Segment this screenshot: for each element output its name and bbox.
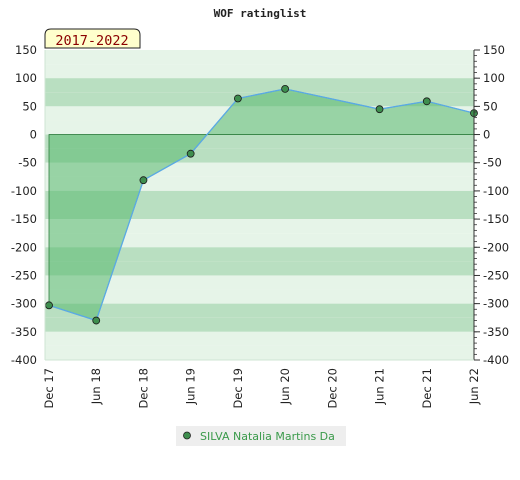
y-tick-label-right: -100: [483, 184, 509, 198]
band: [45, 345, 474, 360]
y-tick-label-right: -150: [483, 212, 509, 226]
y-tick-label-left: -300: [11, 297, 37, 311]
axes: 150 150 100 100 50 50 0 0 -50 -50 -100 -100 -150 -150…: [11, 43, 509, 409]
data-point: [92, 316, 101, 325]
x-tick-label: Dec 18: [136, 368, 150, 409]
x-tick-label: Jun 22: [467, 368, 481, 405]
band: [45, 219, 474, 234]
y-tick-label-left: 150: [15, 43, 37, 57]
band: [45, 233, 474, 248]
band: [45, 331, 474, 346]
x-tick-label: Jun 18: [89, 368, 103, 405]
band: [45, 205, 474, 220]
legend-label: SILVA Natalia Martins Da: [200, 430, 335, 443]
y-tick-label-right: -50: [483, 156, 502, 170]
y-tick-label-left: 0: [30, 128, 37, 142]
y-tick-label-right: 150: [483, 43, 505, 57]
y-tick-label-left: -200: [11, 240, 37, 254]
y-tick-label-right: 100: [483, 71, 505, 85]
band: [45, 50, 474, 65]
x-tick-label: Dec 17: [42, 368, 56, 409]
x-tick-label: Dec 19: [231, 368, 245, 409]
y-tick-label-right: 50: [483, 99, 498, 113]
legend-marker: [183, 431, 191, 440]
period-badge: 2017-2022: [44, 28, 141, 49]
y-tick-label-right: -400: [483, 353, 509, 367]
x-tick-label: Dec 20: [325, 368, 339, 409]
y-tick-label-left: -50: [18, 156, 37, 170]
x-tick-label: Jun 20: [278, 368, 292, 405]
data-point: [422, 97, 431, 106]
y-tick-label-left: -250: [11, 268, 37, 282]
band: [45, 303, 474, 318]
y-tick-label-left: -100: [11, 184, 37, 198]
band: [45, 176, 474, 191]
y-tick-label-right: -200: [483, 240, 509, 254]
data-point: [45, 301, 53, 310]
y-tick-label-right: 0: [483, 128, 490, 142]
band: [45, 289, 474, 304]
chart-title: WOF ratinglist: [214, 7, 307, 20]
y-tick-label-left: -400: [11, 353, 37, 367]
y-tick-label-left: -350: [11, 325, 37, 339]
legend: SILVA Natalia Martins Da: [176, 426, 346, 446]
data-point: [233, 94, 242, 103]
band: [45, 275, 474, 290]
data-point: [281, 84, 290, 93]
data-point: [375, 105, 384, 114]
period-badge-label: 2017-2022: [55, 33, 128, 49]
y-tick-label-right: -350: [483, 325, 509, 339]
y-tick-label-left: 50: [22, 99, 37, 113]
data-point: [186, 149, 195, 158]
y-tick-label-left: 100: [15, 71, 37, 85]
y-tick-label-left: -150: [11, 212, 37, 226]
y-tick-label-right: -250: [483, 268, 509, 282]
band: [45, 78, 474, 93]
band: [45, 64, 474, 79]
band: [45, 190, 474, 205]
x-tick-label: Dec 21: [420, 368, 434, 409]
band: [45, 317, 474, 332]
x-tick-label: Jun 21: [373, 368, 387, 405]
data-point: [139, 176, 148, 185]
y-tick-label-right: -300: [483, 297, 509, 311]
band: [45, 247, 474, 262]
x-tick-label: Jun 19: [184, 368, 198, 405]
band: [45, 261, 474, 276]
